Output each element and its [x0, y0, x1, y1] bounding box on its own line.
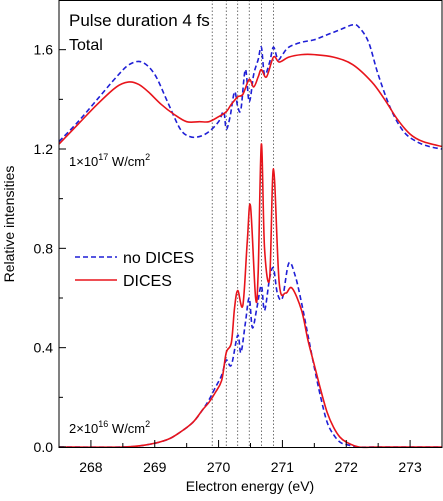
- series-line-no-dices-2: [58, 261, 442, 448]
- y-tick-label-3: 1.2: [34, 141, 54, 157]
- annotation-1e17-exp: 17: [98, 152, 108, 162]
- annotation-1e17-base: 1×10: [69, 154, 98, 169]
- chart-title: Pulse duration 4 fs: [69, 11, 210, 30]
- x-tick-label-3: 271: [271, 459, 295, 475]
- legend-label-dices: DICES: [123, 273, 172, 290]
- annotation-2e16-unit: W/cm: [108, 421, 145, 436]
- y-tick-label-1: 0.4: [34, 340, 54, 356]
- annotation-2e16-base: 2×10: [69, 421, 98, 436]
- annotation-2e16-unit-exp: 2: [145, 419, 150, 429]
- x-tick-label-0: 268: [79, 459, 103, 475]
- plot-frame: [58, 0, 443, 448]
- chart-subtitle: Total: [69, 37, 103, 54]
- series-line-no-dices-0: [58, 23, 443, 150]
- vertical-reference-lines: [211, 0, 274, 447]
- annotation-2e16: 2×1016 W/cm2: [69, 419, 150, 436]
- y-tick-label-2: 0.8: [34, 240, 54, 256]
- x-tick-label-2: 270: [207, 459, 231, 475]
- x-tick-label-1: 269: [143, 459, 167, 475]
- annotation-2e16-exp: 16: [98, 419, 108, 429]
- axis-ticks: 268 269 270 271 272 273 0.0 0.4 0.8 1.2 1.6: [34, 0, 422, 475]
- x-axis-label: Electron energy (eV): [186, 478, 314, 494]
- y-tick-label-4: 1.6: [34, 42, 54, 58]
- annotation-1e17: 1×1017 W/cm2: [69, 152, 150, 169]
- y-axis-label: Relative intensities: [1, 166, 17, 283]
- series-line-dices-3: [58, 143, 442, 449]
- x-tick-label-4: 272: [335, 459, 359, 475]
- series-line-dices-1: [58, 53, 443, 148]
- series-layer: [58, 23, 443, 449]
- legend-label-no-dices: no DICES: [123, 250, 194, 267]
- annotation-1e17-unit-exp: 2: [145, 152, 150, 162]
- annotation-1e17-unit: W/cm: [108, 154, 145, 169]
- legend: no DICES DICES: [75, 250, 194, 290]
- y-tick-label-0: 0.0: [34, 439, 54, 455]
- x-tick-label-5: 273: [398, 459, 422, 475]
